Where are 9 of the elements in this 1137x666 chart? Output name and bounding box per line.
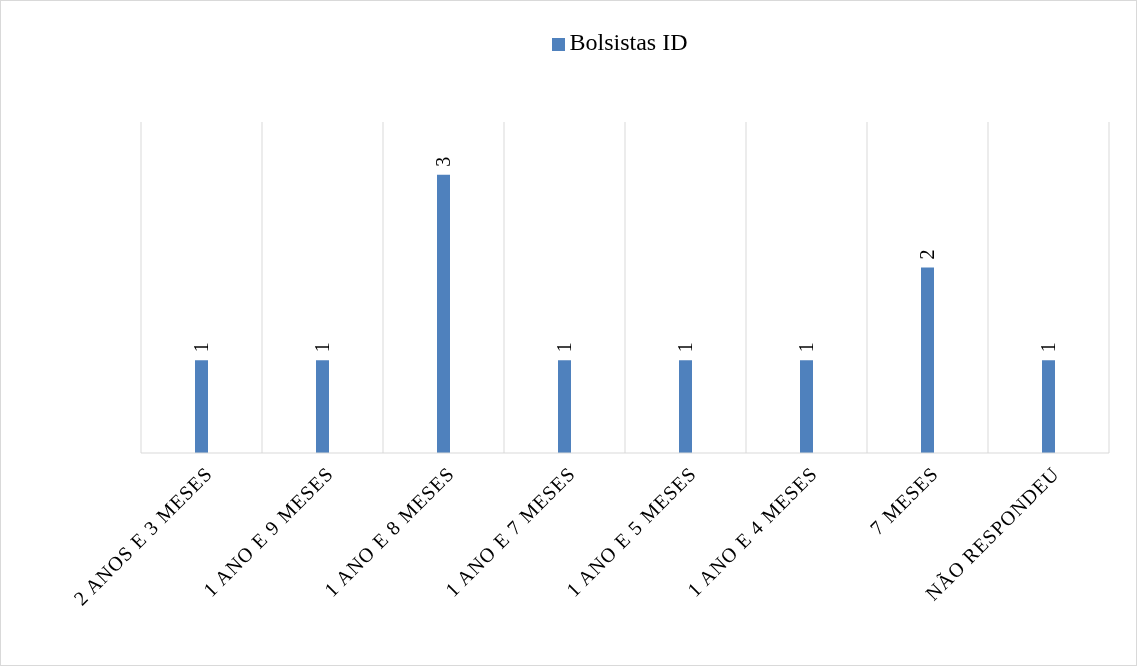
data-label: 1 [553,342,576,353]
legend-label: Bolsistas ID [569,29,688,55]
data-label: 1 [311,342,334,353]
data-label: 1 [674,342,697,353]
data-label: 2 [916,249,939,260]
data-label: 1 [795,342,818,353]
data-label: 3 [432,156,455,167]
data-label: 1 [1037,342,1060,353]
data-label: 1 [190,342,213,353]
